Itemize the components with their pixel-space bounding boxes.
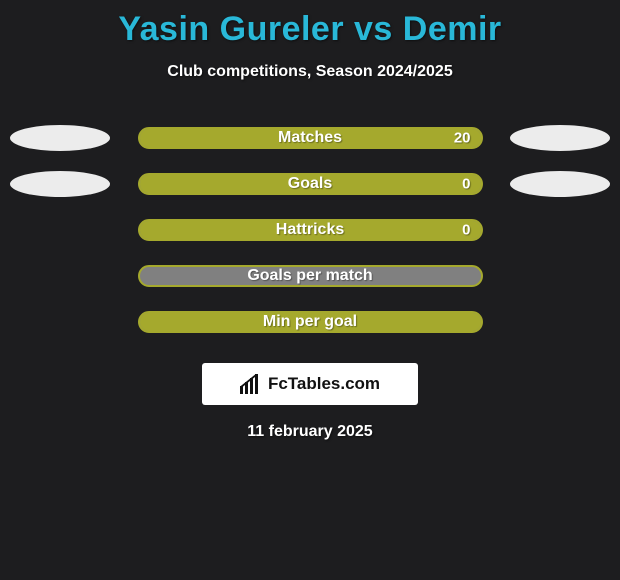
stat-label: Hattricks	[276, 221, 344, 239]
left-ellipse	[10, 125, 110, 151]
brand-text: FcTables.com	[268, 374, 380, 394]
date-label: 11 february 2025	[0, 423, 620, 441]
left-ellipse	[10, 171, 110, 197]
stat-row: 20 Matches	[0, 115, 620, 161]
stat-bar: 0 Hattricks	[138, 219, 483, 241]
right-ellipse	[510, 171, 610, 197]
stat-label: Matches	[278, 129, 342, 147]
subtitle: Club competitions, Season 2024/2025	[0, 63, 620, 81]
stat-label: Goals per match	[247, 267, 372, 285]
stat-row: Min per goal	[0, 299, 620, 345]
stat-label: Goals	[288, 175, 332, 193]
stat-bar: Goals per match	[138, 265, 483, 287]
bar-value-right: 20	[454, 130, 471, 147]
bar-value-right: 0	[462, 176, 470, 193]
stat-row: 0 Hattricks	[0, 207, 620, 253]
brand-badge: FcTables.com	[202, 363, 418, 405]
brand-chart-icon	[240, 374, 262, 394]
stat-bar: 0 Goals	[138, 173, 483, 195]
stat-rows: 20 Matches 0 Goals 0 Hattricks Goals per match…	[0, 115, 620, 345]
page-title: Yasin Gureler vs Demir	[0, 0, 620, 49]
stat-row: 0 Goals	[0, 161, 620, 207]
stat-row: Goals per match	[0, 253, 620, 299]
comparison-infographic: Yasin Gureler vs Demir Club competitions…	[0, 0, 620, 580]
stat-bar: Min per goal	[138, 311, 483, 333]
stat-bar: 20 Matches	[138, 127, 483, 149]
bar-value-right: 0	[462, 222, 470, 239]
stat-label: Min per goal	[263, 313, 357, 331]
right-ellipse	[510, 125, 610, 151]
